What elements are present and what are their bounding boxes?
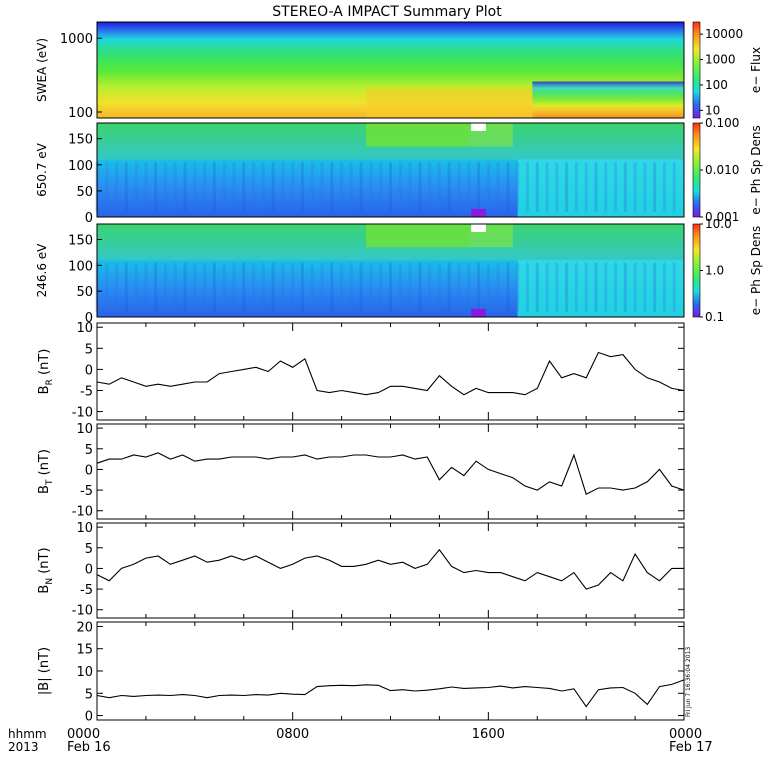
pad650-low-band <box>517 159 684 217</box>
pad650-gap-bottom <box>471 209 486 217</box>
panel-bn-line: 10 5 0 -5 -10 BN (nT) <box>37 521 685 619</box>
pad246-y-tick-label: 50 <box>76 285 93 300</box>
br-y-tick-label: -5 <box>80 384 93 399</box>
pad650-y-tick-label: 150 <box>68 133 93 148</box>
pad650-colorbar-tick-label: 0.100 <box>705 116 739 130</box>
timestamp-stamp: Fri Jun 7 16:36:04 2013 <box>685 647 692 717</box>
pad246-y-tick-label: 100 <box>68 259 93 274</box>
panel-pad-246-spectrogram: 10.0 1.0 0.1 e− Ph Sp Dens 150 100 50 0 246.6 eV <box>35 217 763 326</box>
bmag-y-tick-label: 10 <box>76 665 93 680</box>
bn-frame <box>96 522 685 619</box>
pad246-y-tick-label: 0 <box>85 311 93 326</box>
pad246-top-bright <box>366 224 469 248</box>
pad246-frame <box>96 223 685 318</box>
swea-hot-band-1 <box>366 87 538 118</box>
bt-frame <box>96 423 685 520</box>
pad650-y-tick-label: 100 <box>68 159 93 174</box>
br-y-tick-label: -10 <box>72 406 93 421</box>
bn-y-tick-label: 10 <box>76 521 93 536</box>
swea-colorbar-tick-label: 10 <box>705 103 720 117</box>
pad246-colorbar-tick-label: 1.0 <box>705 264 724 278</box>
pad650-colorbar <box>692 122 701 218</box>
pad246-mid-band <box>97 260 518 317</box>
panel-pad-650-spectrogram: 0.100 0.010 0.001 e− Ph Sp Dens 150 100 50 0 650… <box>35 116 763 226</box>
x-axis-caption-year: 2013 <box>8 740 39 754</box>
bt-y-tick-label: 10 <box>76 422 93 437</box>
pad650-frame <box>96 122 685 218</box>
pad650-colorbar-tick-label: 0.001 <box>705 210 739 224</box>
swea-colorbar <box>692 21 701 119</box>
bn-series-line <box>96 548 684 590</box>
pad246-low-band <box>517 260 684 317</box>
bmag-series-line <box>96 679 685 708</box>
x-tick-label: 0800 <box>276 727 309 742</box>
swea-colorbar-tick-label: 1000 <box>705 53 736 67</box>
pad650-mid-band <box>97 159 518 217</box>
panel-swea-spectrogram: 10000 1000 100 10 e− Flux 1000 100 SWEA (eV) <box>35 21 763 121</box>
plot-title: STEREO-A IMPACT Summary Plot <box>272 4 502 20</box>
bt-y-tick-label: -10 <box>72 505 93 520</box>
bn-y-tick-label: -10 <box>72 604 93 619</box>
bmag-frame <box>96 621 685 721</box>
pad650-colorbar-label: e− Ph Sp Dens <box>749 125 763 214</box>
pad246-y-label: 246.6 eV <box>35 243 49 298</box>
pad246-gap-bottom <box>471 309 486 317</box>
panel-br-line: 10 5 0 -5 -10 BR (nT) <box>37 321 685 421</box>
br-y-label: BR (nT) <box>37 349 55 395</box>
pad650-y-tick-label: 0 <box>85 211 93 226</box>
x-tick-date-label: Feb 16 <box>67 740 111 755</box>
swea-y-label: SWEA (eV) <box>35 38 49 102</box>
br-y-tick-label: 5 <box>85 342 93 357</box>
pad650-colorbar-tick-label: 0.010 <box>705 163 739 177</box>
swea-colorbar-label: e− Flux <box>749 47 763 93</box>
x-axis-caption-hhmm: hhmm <box>8 727 47 741</box>
pad650-top-bright <box>366 123 469 147</box>
pad650-gap-top <box>471 123 486 131</box>
x-tick-label: 0000 <box>669 727 702 742</box>
x-tick-label: 1600 <box>472 727 505 742</box>
bn-y-tick-label: -5 <box>80 583 93 598</box>
swea-hot-band-2 <box>532 81 684 118</box>
swea-frame <box>96 21 685 119</box>
br-y-tick-label: 10 <box>76 321 93 336</box>
pad246-colorbar <box>692 223 701 318</box>
bt-series-line <box>96 452 685 495</box>
panel-bt-line: 10 5 0 -5 -10 BT (nT) <box>37 422 685 520</box>
bmag-y-label: |B| (nT) <box>37 647 52 695</box>
panel-bmag-line: 20 15 10 5 0 |B| (nT) <box>37 620 685 725</box>
swea-y-tick-label: 1000 <box>60 32 93 47</box>
pad246-colorbar-tick-label: 10.0 <box>705 217 732 231</box>
bn-y-label: BN (nT) <box>37 547 55 593</box>
swea-colorbar-tick-label: 10000 <box>705 27 743 41</box>
bt-y-tick-label: -5 <box>80 484 93 499</box>
pad650-y-label: 650.7 eV <box>35 142 49 197</box>
bt-y-tick-label: 5 <box>85 443 93 458</box>
bmag-y-tick-label: 5 <box>85 687 93 702</box>
pad246-gap-top <box>471 224 486 232</box>
pad246-colorbar-tick-label: 0.1 <box>705 310 724 324</box>
swea-y-tick-label: 100 <box>68 106 93 121</box>
br-frame <box>96 322 685 421</box>
br-y-tick-label: 0 <box>85 363 93 378</box>
br-series-line <box>96 351 685 396</box>
bmag-y-tick-label: 20 <box>76 620 93 635</box>
swea-colorbar-tick-label: 100 <box>705 78 728 92</box>
bmag-y-tick-label: 0 <box>85 710 93 725</box>
x-tick-label: 0000 <box>67 727 100 742</box>
bt-y-label: BT (nT) <box>37 449 55 494</box>
bt-y-tick-label: 0 <box>85 463 93 478</box>
bn-y-tick-label: 5 <box>85 542 93 557</box>
x-tick-date-label: Feb 17 <box>669 740 713 755</box>
pad246-colorbar-label: e− Ph Sp Dens <box>749 226 763 315</box>
bn-y-tick-label: 0 <box>85 562 93 577</box>
pad650-y-tick-label: 50 <box>76 185 93 200</box>
bmag-y-tick-label: 15 <box>76 643 93 658</box>
pad246-y-tick-label: 150 <box>68 234 93 249</box>
